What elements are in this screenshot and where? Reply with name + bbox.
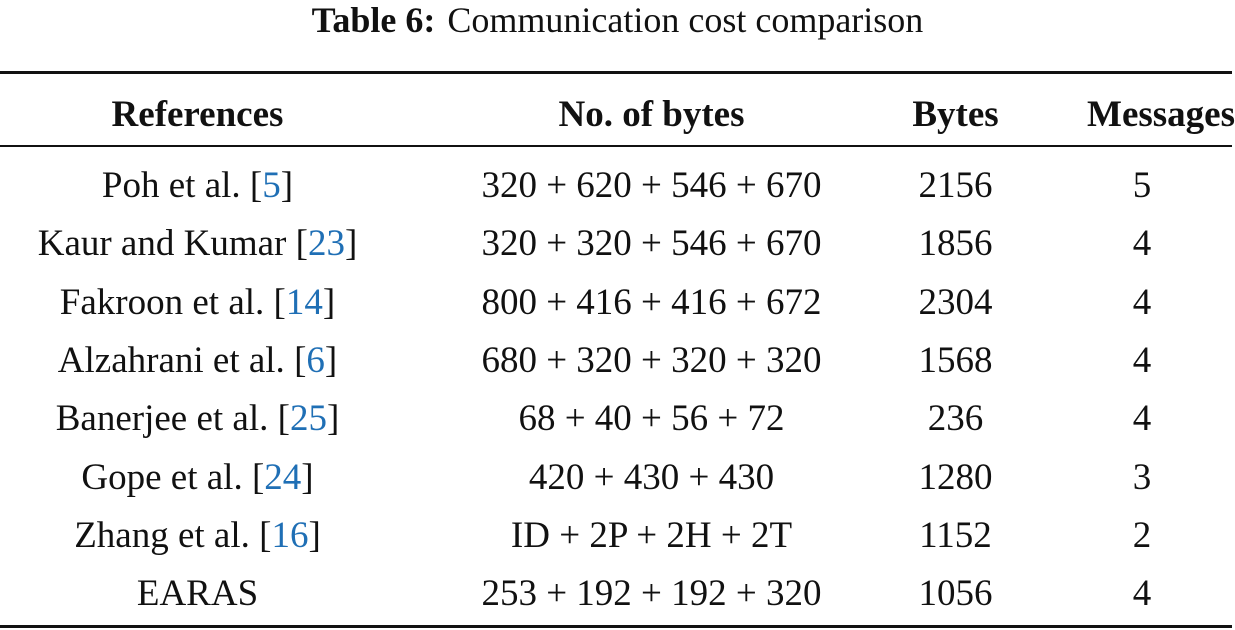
header-messages: Messages xyxy=(1087,94,1235,135)
reference-cell: Gope et al. [24] xyxy=(81,456,314,498)
byte-formula-cell: 680 + 320 + 320 + 320 xyxy=(481,339,822,381)
citation-link[interactable]: 24 xyxy=(264,456,302,498)
table-row: Alzahrani et al. [6] 680 + 320 + 320 + 32… xyxy=(0,332,1235,390)
header-references: References xyxy=(111,94,284,135)
reference-name: Poh et al. xyxy=(101,165,241,206)
bytes-cell: 1280 xyxy=(918,456,993,498)
bytes-cell: 1568 xyxy=(918,339,993,381)
table-bottom-rule xyxy=(0,625,1232,628)
messages-cell: 4 xyxy=(1132,573,1152,615)
messages-cell: 4 xyxy=(1132,223,1152,265)
bytes-cell: 1856 xyxy=(918,223,993,265)
byte-formula-cell: 68 + 40 + 56 + 72 xyxy=(518,398,785,440)
header-no-of-bytes: No. of bytes xyxy=(558,94,745,135)
citation-link[interactable]: 14 xyxy=(285,281,323,323)
caption-label: Table 6: xyxy=(311,0,436,40)
byte-formula-cell: 253 + 192 + 192 + 320 xyxy=(481,573,822,615)
reference-name: Kaur and Kumar xyxy=(37,223,287,265)
table-header-row: References No. of bytes Bytes Messages xyxy=(0,86,1235,144)
messages-cell: 4 xyxy=(1132,339,1152,381)
reference-cell: Alzahrani et al. [6] xyxy=(57,339,338,381)
bytes-cell: 1056 xyxy=(918,573,993,615)
reference-name: EARAS xyxy=(136,573,259,615)
byte-formula-cell: 320 + 320 + 546 + 670 xyxy=(481,223,822,265)
reference-name: Banerjee et al. xyxy=(55,398,269,440)
table-top-rule xyxy=(0,71,1232,74)
byte-formula-cell: 320 + 620 + 546 + 670 xyxy=(481,165,822,206)
reference-cell: EARAS xyxy=(0,565,395,623)
header-bytes: Bytes xyxy=(912,94,999,135)
citation-link[interactable]: 25 xyxy=(289,398,327,440)
bytes-cell: 2156 xyxy=(918,165,993,206)
table-row: Kaur and Kumar [23] 320 + 320 + 546 + 670… xyxy=(0,215,1235,273)
messages-cell: 5 xyxy=(1132,165,1152,206)
table-row: Fakroon et al. [14] 800 + 416 + 416 + 672… xyxy=(0,274,1235,332)
bytes-cell: 236 xyxy=(927,398,984,440)
reference-cell: Banerjee et al. [25] xyxy=(55,398,340,440)
reference-name: Zhang et al. xyxy=(74,514,250,556)
table-header-rule xyxy=(0,145,1232,147)
reference-cell: Poh et al. [5] xyxy=(101,165,294,206)
reference-name: Gope et al. xyxy=(81,456,243,498)
byte-formula-cell: ID + 2P + 2H + 2T xyxy=(510,514,793,556)
citation-link[interactable]: 5 xyxy=(262,165,281,206)
table-row: Poh et al. [5] 320 + 620 + 546 + 670 2156 5 xyxy=(0,157,1235,215)
bytes-cell: 2304 xyxy=(918,281,993,323)
messages-cell: 3 xyxy=(1132,456,1152,498)
table-caption: Table 6: Communication cost comparison xyxy=(0,0,1235,40)
messages-cell: 4 xyxy=(1132,281,1152,323)
messages-cell: 4 xyxy=(1132,398,1152,440)
messages-cell: 2 xyxy=(1132,514,1152,556)
citation-link[interactable]: 6 xyxy=(306,339,325,381)
reference-cell: Zhang et al. [16] xyxy=(74,514,321,556)
reference-cell: Fakroon et al. [14] xyxy=(59,281,336,323)
table-row: Gope et al. [24] 420 + 430 + 430 1280 3 xyxy=(0,449,1235,507)
table-row: EARAS 253 + 192 + 192 + 320 1056 4 xyxy=(0,565,1235,623)
byte-formula-cell: 420 + 430 + 430 xyxy=(528,456,775,498)
reference-name: Alzahrani et al. xyxy=(57,339,285,381)
table-row: Zhang et al. [16] ID + 2P + 2H + 2T 1152 2 xyxy=(0,507,1235,565)
caption-text: Communication cost comparison xyxy=(447,0,924,40)
citation-link[interactable]: 23 xyxy=(307,223,345,265)
citation-link[interactable]: 16 xyxy=(271,514,309,556)
reference-name: Fakroon et al. xyxy=(59,281,265,323)
reference-cell: Kaur and Kumar [23] xyxy=(37,223,358,265)
byte-formula-cell: 800 + 416 + 416 + 672 xyxy=(481,281,822,323)
table-row: Banerjee et al. [25] 68 + 40 + 56 + 72 236… xyxy=(0,390,1235,448)
bytes-cell: 1152 xyxy=(919,514,992,556)
